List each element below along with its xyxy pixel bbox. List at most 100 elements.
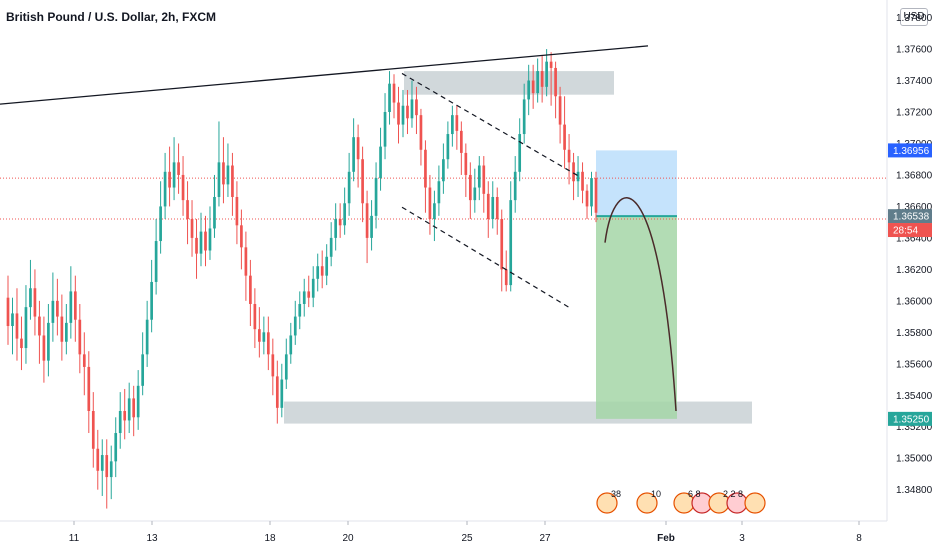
candle-body [114, 433, 117, 461]
target-zone [596, 216, 677, 419]
candle-body [280, 380, 283, 408]
candle-body [415, 99, 418, 115]
candle-body [69, 291, 72, 322]
candle-body [393, 84, 396, 103]
candle-body [213, 197, 216, 228]
candle-body [325, 257, 328, 276]
candle-body [38, 317, 41, 336]
candle-body [141, 354, 144, 385]
candle-body [496, 197, 499, 219]
candle-body [146, 320, 149, 355]
candle-body [137, 386, 140, 417]
candle-body [43, 335, 46, 360]
candle-body [487, 194, 490, 219]
candle-body [361, 159, 364, 203]
candle-body [402, 106, 405, 125]
candle-body [289, 335, 292, 354]
candle-body [74, 291, 77, 319]
candle-body [595, 178, 598, 213]
candle-body [406, 106, 409, 119]
candle-body [159, 206, 162, 241]
candle-body [491, 197, 494, 219]
candle-body [451, 115, 454, 134]
candle-body [429, 188, 432, 219]
price-tick-label: 1.35800 [896, 328, 932, 339]
candle-body [527, 81, 530, 100]
candle-body [469, 175, 472, 200]
candle-body [123, 411, 126, 420]
candle-body [523, 99, 526, 134]
time-tick-label: 27 [539, 533, 551, 544]
candle-body [164, 172, 167, 207]
candle-body [52, 301, 55, 323]
candle-body [96, 449, 99, 471]
candle-body [438, 181, 441, 203]
candle-body [285, 354, 288, 379]
candle-body [343, 203, 346, 225]
event-marker-icon [745, 493, 765, 513]
candle-body [554, 68, 557, 96]
candle-body [550, 62, 553, 68]
event-marker-count: 10 [651, 489, 661, 499]
candle-body [195, 238, 198, 254]
candle-body [236, 197, 239, 225]
candle-body [168, 172, 171, 188]
candle-body [303, 291, 306, 304]
candle-body [34, 288, 37, 316]
candle-body [231, 166, 234, 197]
candle-body [411, 99, 414, 118]
price-tick-label: 1.36000 [896, 296, 932, 307]
event-marker-count: 38 [611, 489, 621, 499]
candle-body [460, 131, 463, 153]
price-tick-label: 1.37600 [896, 45, 932, 56]
candle-body [379, 147, 382, 178]
time-tick-label: Feb [657, 533, 675, 544]
price-badge-text: 28:54 [893, 226, 918, 237]
candle-body [397, 103, 400, 125]
candle-body [316, 266, 319, 279]
candle-body [541, 71, 544, 87]
candle-body [186, 200, 189, 219]
candle-body [20, 339, 23, 348]
candle-body [384, 112, 387, 147]
candle-body [173, 162, 176, 187]
candle-body [577, 172, 580, 181]
candle-body [83, 354, 86, 367]
price-tick-label: 1.37800 [896, 13, 932, 24]
candle-body [442, 159, 445, 181]
candle-body [227, 166, 230, 185]
candle-body [56, 301, 59, 317]
candle-body [312, 279, 315, 298]
support-zone [284, 402, 752, 424]
price-badge-text: 1.35250 [893, 414, 930, 425]
candle-body [505, 269, 508, 285]
candle-body [370, 216, 373, 238]
candle-body [572, 162, 575, 181]
candle-body [209, 228, 212, 250]
candle-body [29, 288, 32, 307]
candle-body [7, 298, 10, 326]
candle-body [263, 332, 266, 341]
candle-body [420, 115, 423, 150]
candle-body [590, 178, 593, 206]
candle-body [357, 137, 360, 159]
price-tick-label: 1.36200 [896, 265, 932, 276]
candle-body [581, 172, 584, 191]
resistance-zone [404, 71, 614, 95]
candle-body [339, 219, 342, 225]
price-tick-label: 1.34800 [896, 485, 932, 496]
candle-body [433, 203, 436, 219]
stop-zone [596, 150, 677, 216]
candle-body [294, 317, 297, 336]
candle-body [276, 376, 279, 407]
price-badge-text: 1.36956 [893, 146, 930, 157]
candle-body [16, 313, 19, 338]
time-tick-label: 20 [342, 533, 354, 544]
candle-body [119, 411, 122, 433]
candle-body [464, 153, 467, 175]
candle-body [532, 81, 535, 94]
candle-body [204, 232, 207, 251]
candle-body [92, 411, 95, 449]
time-tick-label: 25 [461, 533, 473, 544]
